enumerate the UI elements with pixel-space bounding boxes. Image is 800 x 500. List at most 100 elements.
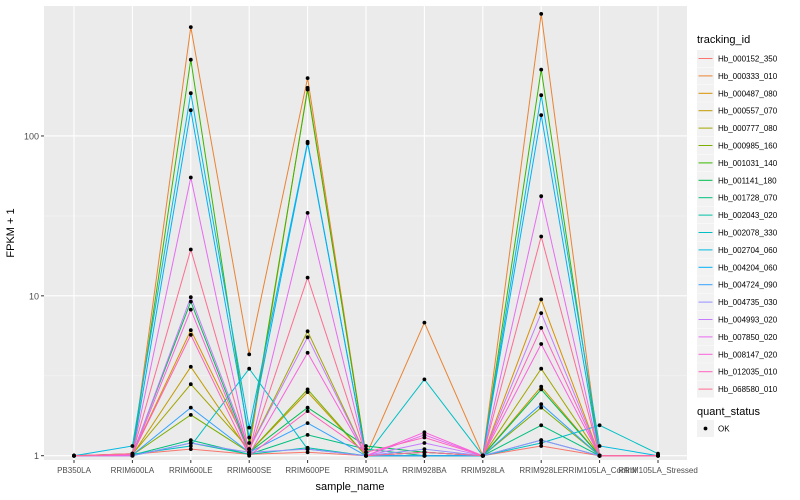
data-point	[247, 441, 252, 445]
data-point	[188, 91, 193, 96]
data-point	[305, 450, 310, 455]
data-point	[130, 444, 135, 448]
data-point	[305, 76, 310, 80]
legend-label: Hb_000333_010	[718, 72, 778, 81]
x-axis: PB350LA RRIM600LA RRIM600LE RRIM600SE RRIM60…	[57, 460, 698, 475]
data-point	[539, 405, 544, 410]
legend-label: Hb_000557_070	[718, 107, 778, 116]
data-point	[247, 366, 252, 371]
data-point	[364, 447, 368, 451]
data-point	[422, 450, 427, 455]
data-point	[422, 447, 427, 451]
data-point	[188, 247, 193, 252]
legend-label: Hb_068580_010	[718, 385, 778, 394]
data-point	[539, 194, 544, 199]
x-tick-label: RRIM105LA_Control	[563, 466, 637, 475]
legend-shape-label: OK	[718, 425, 730, 434]
data-point	[305, 350, 310, 355]
legend-label: Hb_007850_020	[718, 333, 778, 342]
data-point	[305, 335, 310, 340]
legend-label: Hb_000487_080	[718, 89, 778, 98]
data-point	[422, 453, 427, 458]
data-point	[188, 438, 193, 443]
data-point	[247, 435, 252, 440]
data-point	[539, 444, 544, 448]
data-point	[364, 444, 368, 448]
data-point	[247, 425, 252, 430]
legend-item: Hb_012035_010	[697, 363, 778, 381]
legend-shape-items: OK	[697, 420, 730, 437]
data-point	[188, 444, 193, 448]
data-point	[480, 453, 485, 458]
legend-label: Hb_004993_020	[718, 316, 778, 325]
data-point	[539, 384, 544, 389]
legend-label: Hb_000152_350	[718, 55, 778, 64]
legend-label: Hb_000777_080	[718, 124, 778, 133]
data-point	[539, 423, 544, 428]
data-point	[539, 387, 544, 392]
x-tick-label: RRIM928LE	[519, 466, 563, 475]
x-tick-label: RRIM928BA	[402, 466, 447, 475]
legend-label: Hb_004735_030	[718, 298, 778, 307]
data-point	[539, 93, 544, 98]
x-tick-label: RRIM105LA_Stressed	[618, 466, 698, 475]
data-point	[188, 108, 193, 113]
legend-item: Hb_007850_020	[697, 328, 778, 346]
x-tick-label: RRIM600PE	[285, 466, 329, 475]
data-point	[539, 438, 544, 443]
y-tick-label: 1	[34, 451, 39, 461]
data-point	[188, 328, 193, 333]
legend-item: Hb_004735_030	[697, 293, 778, 311]
data-point	[597, 444, 602, 448]
data-point	[247, 447, 252, 451]
legend-item: Hb_002078_330	[697, 224, 778, 241]
legend-label: Hb_000985_160	[718, 142, 778, 151]
legend-item: Hb_000487_080	[697, 84, 778, 102]
data-point	[305, 421, 310, 425]
y-axis-title: FPKM + 1	[5, 208, 17, 257]
legend-title-quant-status: quant_status	[697, 406, 760, 418]
x-tick-label: RRIM928LA	[461, 466, 505, 475]
data-point	[188, 57, 193, 62]
legend-item: Hb_000557_070	[697, 102, 778, 120]
data-point	[539, 113, 544, 117]
x-tick-label: RRIM600LE	[169, 466, 213, 475]
y-tick-label: 100	[24, 131, 39, 141]
legend-label: Hb_012035_010	[718, 368, 778, 377]
data-point	[656, 453, 660, 458]
legend-item: Hb_004204_060	[697, 258, 778, 276]
data-point	[539, 67, 544, 72]
data-point	[188, 295, 193, 300]
data-point	[188, 307, 193, 312]
data-point	[422, 320, 427, 325]
data-point	[422, 377, 427, 382]
legend-item: Hb_068580_010	[697, 380, 778, 398]
x-tick-label: RRIM600SE	[227, 466, 271, 475]
data-point	[422, 433, 427, 437]
data-point	[539, 342, 544, 346]
legend-item: Hb_000333_010	[697, 67, 778, 85]
data-point	[305, 409, 310, 413]
y-axis: 1 10 100	[24, 131, 44, 461]
data-point	[539, 326, 544, 330]
data-point	[247, 453, 252, 458]
data-point	[597, 453, 602, 458]
data-point	[130, 451, 135, 456]
data-point	[188, 364, 193, 369]
legend-item: Hb_000152_350	[697, 50, 778, 67]
legend-label: Hb_004204_060	[718, 263, 778, 272]
legend-shape-item: OK	[697, 420, 730, 437]
data-point	[305, 447, 310, 451]
legend-title-tracking-id: tracking_id	[697, 34, 750, 46]
legend-item: Hb_001728_070	[697, 189, 778, 207]
data-point	[305, 141, 310, 146]
data-point	[188, 447, 193, 451]
data-point	[539, 311, 544, 315]
data-point	[305, 390, 310, 394]
legend-item: Hb_001031_140	[697, 154, 778, 172]
data-point	[305, 211, 310, 215]
data-points	[72, 12, 660, 458]
data-point	[305, 387, 310, 392]
data-point	[364, 450, 368, 455]
legend-label: Hb_002078_330	[718, 229, 778, 238]
